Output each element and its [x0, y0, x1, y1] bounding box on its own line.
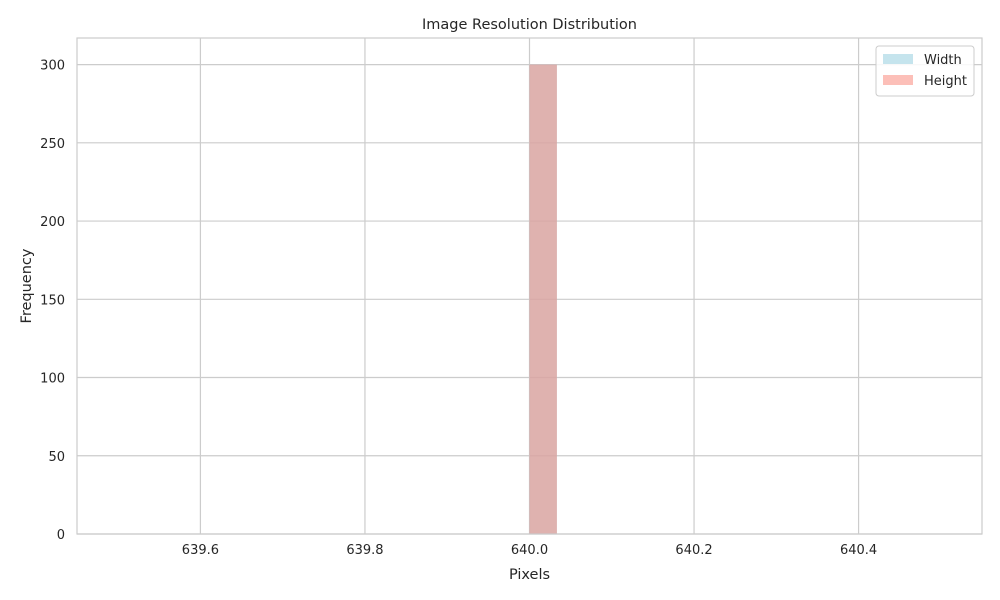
legend-swatch-width [883, 54, 913, 64]
chart-title: Image Resolution Distribution [422, 17, 637, 33]
x-tick-label: 640.0 [511, 543, 548, 558]
bar-height [529, 64, 557, 534]
legend-label-height: Height [924, 74, 967, 89]
legend-swatch-height [883, 75, 913, 85]
plot-frame [76, 37, 983, 535]
y-tick-label: 0 [57, 528, 65, 543]
y-tick-label: 300 [40, 59, 65, 74]
ticks-layer: 639.6 639.8 640.0 640.2 640.4 0 50 100 150 200 250… [40, 59, 877, 558]
x-axis-label: Pixels [509, 567, 550, 583]
y-tick-label: 250 [40, 137, 65, 152]
x-tick-label: 640.2 [675, 543, 712, 558]
x-tick-label: 639.8 [346, 543, 383, 558]
bars-layer [529, 64, 557, 534]
x-tick-label: 640.4 [840, 543, 877, 558]
x-tick-label: 639.6 [182, 543, 219, 558]
y-tick-label: 100 [40, 372, 65, 387]
y-tick-label: 50 [48, 450, 65, 465]
y-axis-label: Frequency [19, 248, 35, 323]
legend: Width Height [875, 45, 975, 97]
y-tick-label: 150 [40, 293, 65, 308]
y-tick-label: 200 [40, 215, 65, 230]
legend-label-width: Width [924, 53, 962, 68]
